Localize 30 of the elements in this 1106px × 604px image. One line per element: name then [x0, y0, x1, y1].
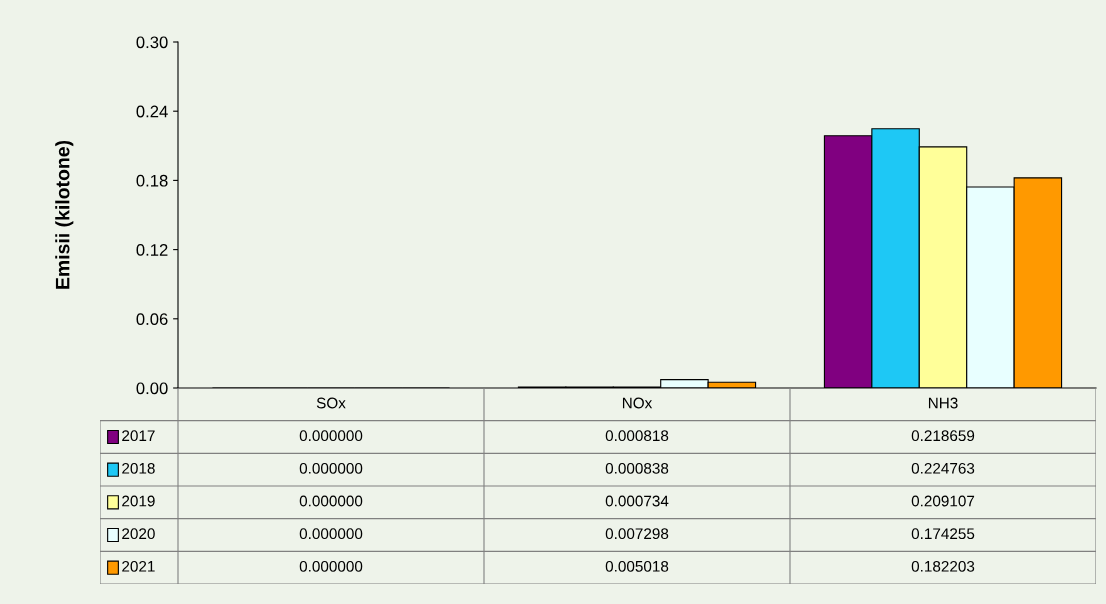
data-label: 0.000000 [299, 528, 363, 540]
y-tick-label: 0.00 [136, 382, 168, 395]
data-label: 0.000000 [299, 495, 363, 507]
data-label: 0.224763 [911, 462, 975, 474]
y-tick-label: 0.12 [136, 244, 168, 256]
legend-label: 2018 [122, 462, 155, 474]
data-label: 0.182203 [911, 560, 975, 572]
data-label: 0.000000 [299, 430, 363, 442]
data-label: 0.005018 [605, 560, 669, 572]
data-label: 0.218659 [911, 430, 975, 442]
x-tick-label: NOx [622, 397, 653, 409]
legend-label: 2019 [122, 495, 155, 507]
data-label: 0.000734 [605, 495, 669, 507]
x-tick-label: NH3 [928, 397, 958, 409]
legend-label: 2020 [122, 528, 155, 540]
data-label: 0.000000 [299, 462, 363, 474]
data-label: 0.000838 [605, 462, 669, 474]
y-tick-label: 0.30 [136, 36, 168, 49]
y-axis-title: Emisii (kilotone) [55, 140, 74, 289]
data-label: 0.209107 [911, 495, 975, 507]
legend-label: 2021 [122, 560, 155, 572]
y-tick-label: 0.06 [136, 313, 168, 325]
y-tick-label: 0.18 [136, 174, 168, 187]
data-label: 0.174255 [911, 528, 975, 540]
y-tick-label: 0.24 [136, 105, 168, 118]
legend-label: 2017 [122, 430, 155, 442]
data-label: 0.000000 [299, 560, 363, 572]
data-label: 0.007298 [605, 528, 669, 540]
data-label: 0.000818 [605, 430, 669, 442]
x-tick-label: SOx [316, 397, 346, 409]
